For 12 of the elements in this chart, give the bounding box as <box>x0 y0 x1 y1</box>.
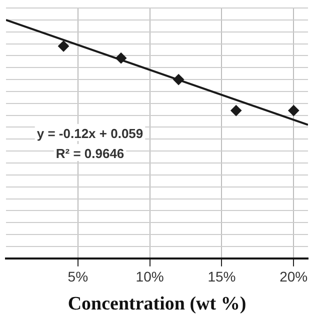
point <box>173 74 184 86</box>
x-tick-label: 10% <box>136 268 164 285</box>
annotation: R² = 0.9646 <box>56 146 124 161</box>
x-axis-title: Concentration (wt %) <box>68 294 246 315</box>
x-tick-label: 5% <box>68 268 88 285</box>
point <box>58 40 70 52</box>
x-tick-label: 20% <box>280 268 308 285</box>
x-tick-label: 15% <box>208 268 236 285</box>
point <box>230 105 242 116</box>
annotation: y = -0.12x + 0.059 <box>36 126 144 141</box>
point <box>116 52 127 64</box>
point <box>288 105 300 116</box>
